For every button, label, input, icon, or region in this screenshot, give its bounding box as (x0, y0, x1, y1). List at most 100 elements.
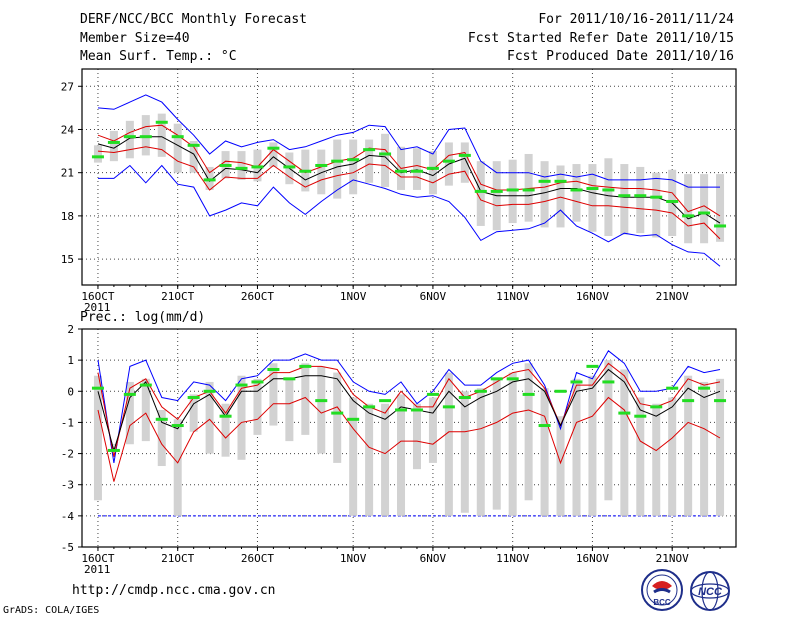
y-tick-label: 1 (67, 354, 74, 367)
spread-bar (668, 397, 677, 516)
spread-bar (397, 394, 406, 516)
observation-marker (107, 140, 120, 144)
observation-marker (538, 424, 551, 428)
y-tick-label: 0 (67, 385, 74, 398)
x-tick-label: 21OCT (161, 552, 194, 565)
y-tick-label: 27 (61, 80, 74, 93)
observation-marker (490, 377, 503, 381)
series-line-ensemble-min (98, 164, 721, 267)
y-tick-label: 18 (61, 210, 74, 223)
spread-bar (444, 372, 453, 516)
observation-marker (650, 195, 663, 199)
observation-marker (426, 392, 439, 396)
x-tick-label: 11NOV (496, 552, 529, 565)
spread-bar (508, 372, 517, 516)
x-tick-label: 16OCT (81, 552, 114, 565)
observation-marker (554, 389, 567, 393)
plot-frame (81, 328, 737, 548)
observation-marker (682, 399, 695, 403)
observation-marker (698, 386, 711, 390)
observation-marker (554, 179, 567, 183)
x-tick-label: 11NOV (496, 290, 529, 303)
series-line-upper-bound (97, 362, 721, 457)
observation-marker (698, 211, 711, 215)
spread-bar (269, 142, 278, 167)
x-tick-label: 26OCT (241, 290, 274, 303)
precip-title: Prec.: log(mm/d) (80, 310, 206, 325)
spread-bar (269, 363, 278, 426)
spread-bar (189, 394, 198, 432)
spread-bar (476, 388, 485, 516)
observation-marker (235, 383, 248, 387)
spread-bar (588, 164, 597, 232)
observation-marker (363, 405, 376, 409)
spread-bar (588, 375, 597, 516)
observation-marker (187, 143, 200, 147)
observation-marker (666, 386, 679, 390)
spread-bar (125, 381, 134, 445)
observation-marker (331, 411, 344, 415)
variable-label: Mean Surf. Temp.: °C (80, 49, 237, 64)
x-tick-label: 21NOV (656, 290, 689, 303)
chart-panel-0: 27 24 21 18 15 16OCT 21OCT 26OCT 1NOV 6NOV 11NOV 16… (61, 68, 737, 314)
observation-marker (219, 414, 232, 418)
grads-credit: GrADS: COLA/IGES (3, 605, 100, 616)
spread-bar (381, 133, 390, 188)
observation-marker (586, 187, 599, 191)
x-tick-label: 1NOV (340, 552, 367, 565)
spread-bar (365, 403, 374, 516)
series-line-ensemble-max (97, 350, 721, 463)
bcc-logo-icon: BCC (641, 569, 683, 611)
source-url[interactable]: http://cmdp.ncc.cma.gov.cn (72, 583, 276, 598)
observation-marker (299, 169, 312, 173)
y-tick-label: -2 (61, 448, 74, 461)
x-tick-label: 16OCT (81, 290, 114, 303)
x-year-label: 2011 (84, 563, 111, 576)
observation-marker (251, 380, 264, 384)
y-tick-label: -4 (61, 510, 75, 523)
fcst-produced-date: Fcst Produced Date 2011/10/16 (507, 49, 734, 64)
observation-marker (203, 178, 216, 182)
observation-marker (219, 163, 232, 167)
y-tick-label: 24 (61, 123, 75, 136)
observation-marker (426, 166, 439, 170)
spread-bar (492, 378, 501, 510)
y-tick-label: 21 (61, 167, 74, 180)
spread-bar (173, 123, 182, 173)
x-tick-label: 26OCT (241, 552, 274, 565)
spread-bar (141, 378, 150, 442)
spread-bar (428, 151, 437, 195)
observation-marker (506, 377, 519, 381)
observation-marker (315, 399, 328, 403)
observation-marker (714, 399, 727, 403)
series-line-ensemble-mean (97, 368, 721, 453)
member-size: Member Size=40 (80, 31, 190, 46)
spread-bar (349, 397, 358, 516)
observation-marker (235, 166, 248, 170)
observation-marker (187, 396, 200, 400)
observation-marker (650, 405, 663, 409)
spread-bar (476, 161, 485, 226)
observation-marker (586, 364, 599, 368)
observation-marker (458, 153, 471, 157)
observation-marker (570, 188, 583, 192)
observation-marker (171, 135, 184, 139)
spread-bar (652, 403, 661, 516)
observation-marker (410, 408, 423, 412)
observation-marker (139, 383, 152, 387)
spread-bar (636, 397, 645, 516)
observation-marker (458, 396, 471, 400)
y-tick-label: 15 (61, 253, 74, 266)
spread-bar (205, 381, 214, 454)
observation-marker (474, 189, 487, 193)
observation-marker (474, 389, 487, 393)
observation-marker (618, 194, 631, 198)
spread-bar (317, 366, 326, 454)
x-year-label: 2011 (84, 301, 111, 314)
spread-bar (428, 397, 437, 463)
y-tick-label: -1 (61, 416, 74, 429)
spread-bar (189, 141, 198, 173)
spread-bar (540, 161, 549, 228)
x-tick-label: 21OCT (161, 290, 194, 303)
